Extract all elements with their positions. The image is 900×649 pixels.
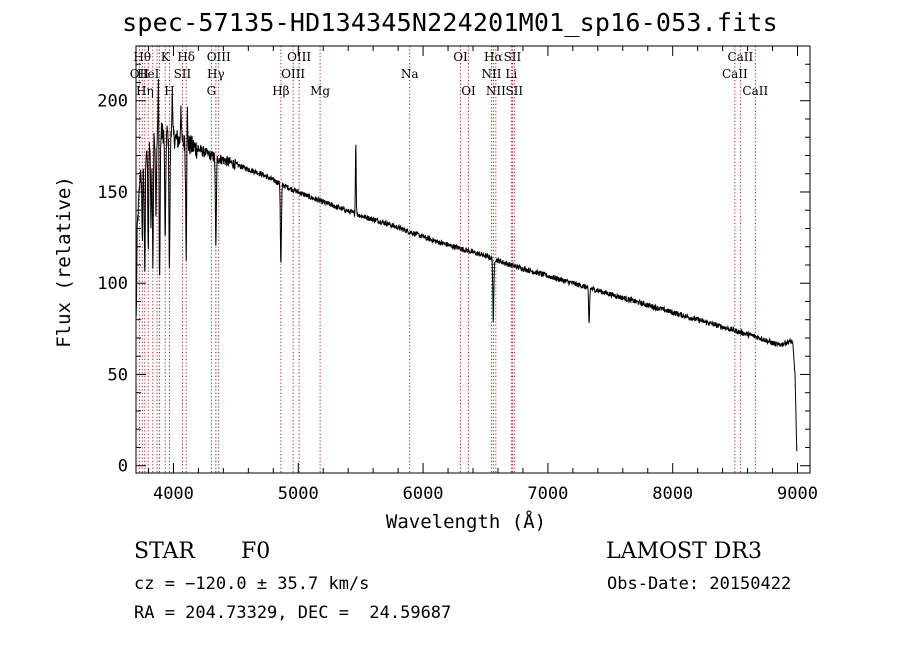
line-label: OI [461,84,476,98]
x-tick-label: 5000 [278,484,319,504]
plot-frame [135,45,811,474]
line-label: Mg [310,84,330,98]
line-label: NII [481,67,501,81]
line-label: K [161,50,171,64]
survey-name: LAMOST DR3 [606,539,762,564]
y-tick-label: 100 [97,274,128,294]
x-axis-label: Wavelength (Å) [386,510,546,533]
y-tick-label: 0 [118,457,128,477]
line-label: Hη [136,84,154,98]
y-axis-label: Flux (relative) [53,176,75,348]
line-label: Li [505,67,517,81]
line-label: Hβ [272,84,289,98]
axis-ticks: 4000 5000 6000 7000 8000 9000 0 50 100 150 200 [97,46,818,504]
line-label: H [164,84,174,98]
line-label: SII [174,67,192,81]
line-label: OIII [207,50,231,64]
y-tick-label: 50 [108,365,128,385]
line-label: Hγ [207,67,225,81]
line-label: CaII [727,50,753,64]
x-tick-label: 4000 [153,484,194,504]
line-markers [138,46,756,473]
line-label: Na [401,67,419,81]
line-label: Hδ [177,50,195,64]
line-labels: OIIHθHηHeIKHSIIHδGHγOIIIHβOIIIOIIIMgNaOI… [130,50,769,98]
line-label: CaII [742,84,768,98]
redshift-line: cz = −120.0 ± 35.7 km/s [134,574,370,594]
line-label: OIII [281,67,305,81]
y-tick-label: 150 [97,183,128,203]
line-label: OI [453,50,468,64]
line-label: G [207,84,217,98]
x-tick-label: 6000 [403,484,444,504]
line-label: SII [505,84,523,98]
spectrum-line [135,79,798,452]
object-class: STAR [134,539,195,564]
object-subclass: F0 [241,539,271,564]
line-label: OIII [287,50,311,64]
line-label: Hθ [133,50,151,64]
line-label: NII [486,84,506,98]
line-label: HeI [137,67,160,81]
chart-title: spec-57135-HD134345N224201M01_sp16-053.f… [122,8,778,37]
line-label: SII [504,50,522,64]
x-tick-label: 9000 [777,484,818,504]
line-label: OII [130,67,150,81]
coords-line: RA = 204.73329, DEC = 24.59687 [134,603,452,623]
line-label: Hα [484,50,503,64]
spectrum [135,79,798,452]
axes-frame [135,45,811,474]
line-label: CaII [722,67,748,81]
obs-date-line: Obs-Date: 20150422 [607,574,792,594]
x-tick-label: 8000 [652,484,693,504]
x-tick-label: 7000 [527,484,568,504]
y-tick-label: 200 [97,92,128,112]
